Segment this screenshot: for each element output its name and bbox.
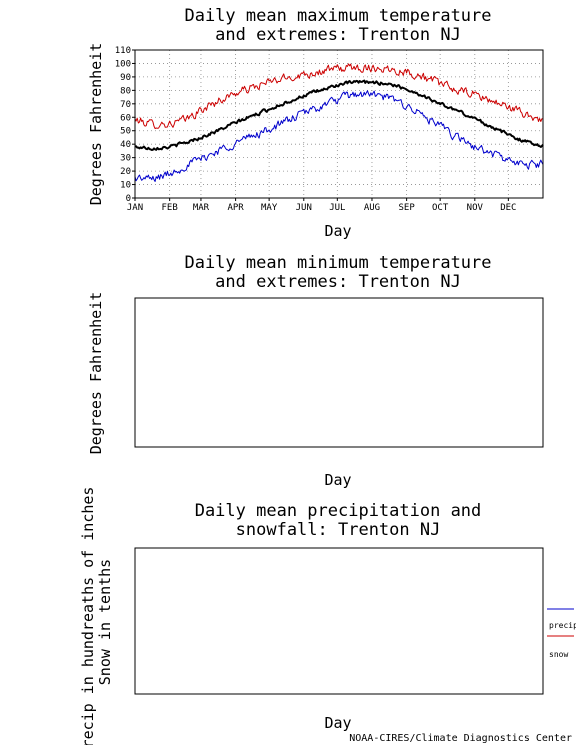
legend-snow-label: snow bbox=[549, 650, 568, 659]
x-tick-label: MAY bbox=[261, 203, 278, 213]
series-line-upper-extreme bbox=[134, 63, 544, 130]
x-tick-label: SEP bbox=[398, 203, 415, 213]
x-tick-label: DEC bbox=[500, 203, 516, 213]
y-tick-label: 10 bbox=[120, 181, 131, 191]
y-axis-label: Degrees Fahrenheit bbox=[87, 43, 105, 206]
y-tick-label: 60 bbox=[120, 113, 131, 123]
chart-title-line-1: Daily mean minimum temperature bbox=[184, 253, 491, 273]
y-tick-label: 40 bbox=[120, 140, 131, 150]
x-tick-label: APR bbox=[227, 203, 244, 213]
x-tick-label: NOV bbox=[467, 203, 484, 213]
y-tick-label: 50 bbox=[120, 127, 131, 137]
chart-max-temperature: Daily mean maximum temperature and extre… bbox=[87, 6, 544, 240]
x-axis-label: Day bbox=[324, 471, 351, 489]
x-tick-label: JAN bbox=[127, 203, 143, 213]
chart-min-temperature: Daily mean minimum temperature and extre… bbox=[87, 253, 544, 489]
chart-title-line-1: Daily mean maximum temperature bbox=[184, 6, 491, 26]
chart-precipitation: Daily mean precipitation and snowfall: T… bbox=[79, 487, 576, 745]
y-tick-label: 20 bbox=[120, 167, 131, 177]
y-tick-label: 110 bbox=[115, 46, 131, 56]
x-ticks: JAN FEB MAR APR MAY JUN JUL AUG SEP OCT NOV DEC bbox=[127, 198, 516, 213]
y-tick-label: 30 bbox=[120, 154, 131, 164]
plot-frame bbox=[134, 547, 544, 695]
y-axis-label-line-2: Snow in tenths bbox=[96, 559, 114, 685]
series-layer bbox=[134, 63, 544, 182]
x-tick-label: MAR bbox=[193, 203, 210, 213]
y-tick-label: 90 bbox=[120, 73, 131, 83]
y-tick-label: 100 bbox=[115, 59, 131, 69]
legend-precip-label: precip bbox=[549, 621, 576, 630]
x-tick-label: FEB bbox=[162, 203, 178, 213]
y-axis-label-line-1: Precip in hundreaths of inches bbox=[79, 487, 97, 745]
y-tick-label: 80 bbox=[120, 86, 131, 96]
x-tick-label: OCT bbox=[432, 203, 449, 213]
plot-frame bbox=[134, 297, 544, 448]
x-axis-label: Day bbox=[324, 222, 351, 240]
y-axis-label: Degrees Fahrenheit bbox=[87, 292, 105, 455]
x-tick-label: AUG bbox=[364, 203, 380, 213]
series-line-lower-extreme bbox=[134, 90, 544, 182]
legend: precip snow bbox=[547, 608, 576, 659]
chart-title-line-1: Daily mean precipitation and bbox=[195, 501, 482, 521]
chart-title-line-2: and extremes: Trenton NJ bbox=[215, 25, 461, 45]
chart-title-line-2: and extremes: Trenton NJ bbox=[215, 272, 461, 292]
x-tick-label: JUL bbox=[329, 203, 345, 213]
plot-frame bbox=[134, 49, 544, 199]
series-line-mean bbox=[134, 79, 544, 151]
y-tick-label: 0 bbox=[126, 194, 131, 204]
x-axis-label: Day bbox=[324, 714, 351, 732]
y-tick-label: 70 bbox=[120, 100, 131, 110]
x-tick-label: JUN bbox=[296, 203, 312, 213]
grid bbox=[135, 50, 543, 198]
credit-text: NOAA-CIRES/Climate Diagnostics Center bbox=[349, 733, 572, 744]
chart-title-line-2: snowfall: Trenton NJ bbox=[236, 520, 441, 540]
y-ticks: 0 10 20 30 40 50 60 70 80 90 100 110 bbox=[115, 46, 135, 204]
